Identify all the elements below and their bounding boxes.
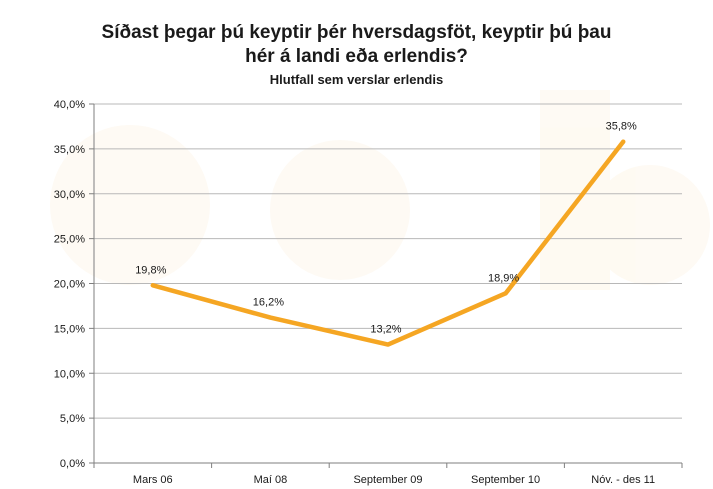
y-tick-label: 30,0% — [54, 189, 85, 201]
y-tick-label: 20,0% — [54, 279, 85, 291]
x-tick-label: September 09 — [353, 474, 422, 486]
x-tick-label: Nóv. - des 11 — [591, 474, 655, 486]
y-tick-label: 0,0% — [60, 458, 85, 470]
x-tick-label: Maí 08 — [254, 474, 288, 486]
y-tick-label: 25,0% — [54, 234, 85, 246]
y-tick-label: 15,0% — [54, 323, 85, 335]
y-tick-label: 40,0% — [54, 99, 85, 111]
y-tick-label: 5,0% — [60, 413, 85, 425]
x-tick-label: September 10 — [471, 474, 540, 486]
x-tick-label: Mars 06 — [133, 474, 173, 486]
chart-title-line-1: Síðast þegar þú keyptir þér hversdagsföt… — [101, 22, 612, 43]
data-point — [150, 283, 155, 288]
chart-subtitle: Hlutfall sem verslar erlendis — [269, 72, 444, 87]
watermark-logo — [50, 90, 710, 290]
data-point — [503, 291, 508, 296]
data-label: 16,2% — [253, 297, 284, 309]
data-label: 13,2% — [370, 324, 401, 336]
data-point — [268, 315, 273, 320]
data-label: 18,9% — [488, 272, 519, 284]
data-point — [621, 139, 626, 144]
y-tick-label: 10,0% — [54, 368, 85, 380]
data-label: 35,8% — [606, 121, 637, 133]
y-tick-label: 35,0% — [54, 144, 85, 156]
data-label: 19,8% — [135, 264, 166, 276]
data-point — [386, 342, 390, 347]
chart-title-line-2: hér á landi eða erlendis? — [245, 46, 468, 67]
